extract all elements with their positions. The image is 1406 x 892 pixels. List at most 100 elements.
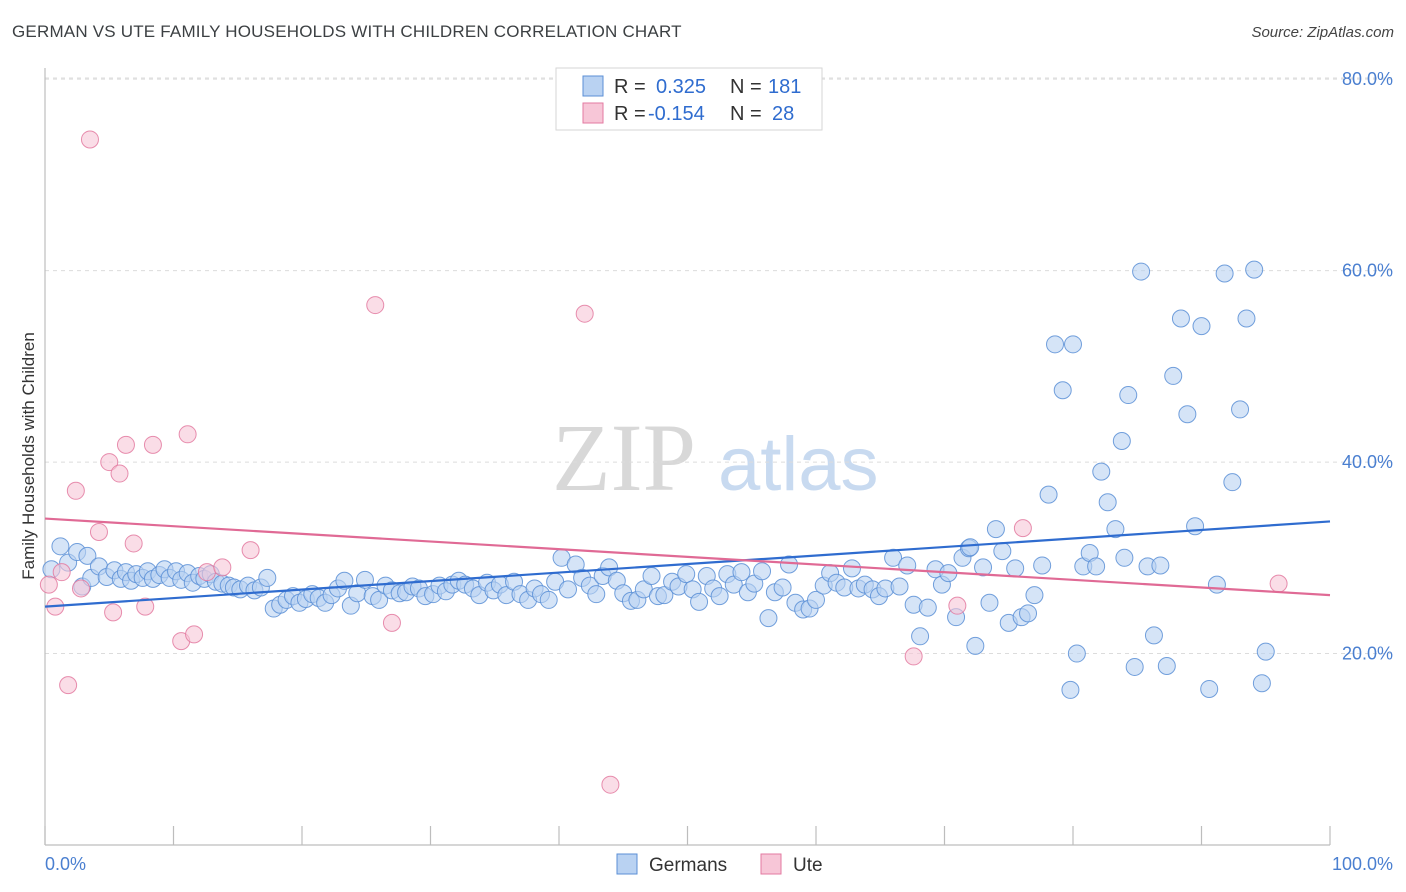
- point-ute: [71, 579, 90, 598]
- point-germans: [1207, 575, 1226, 594]
- point-germans: [1053, 381, 1072, 400]
- point-germans: [1006, 559, 1025, 578]
- legend-swatch-ute: [582, 102, 604, 124]
- point-germans: [558, 580, 577, 599]
- point-germans: [1087, 557, 1106, 576]
- y-axis-label: Family Households with Children: [19, 332, 38, 580]
- point-germans: [1106, 520, 1125, 539]
- point-ute: [136, 597, 155, 616]
- point-germans: [980, 593, 999, 612]
- point-ute: [382, 613, 401, 632]
- point-ute: [213, 558, 232, 577]
- trendline-germans: [44, 520, 1331, 608]
- point-germans: [600, 558, 619, 577]
- point-germans: [1046, 335, 1065, 354]
- legend-ute-r-value: -0.154: [648, 103, 705, 125]
- point-ute: [575, 304, 594, 323]
- watermark-zip: ZIP: [552, 404, 696, 511]
- point-germans: [1178, 405, 1197, 424]
- point-germans: [911, 627, 930, 646]
- y-tick-label: 20.0%: [1342, 644, 1393, 664]
- y-tick-label: 60.0%: [1342, 261, 1393, 281]
- point-germans: [1237, 309, 1256, 328]
- legend-ute-n-label: N =: [730, 103, 762, 125]
- point-ute: [904, 647, 923, 666]
- point-ute: [185, 625, 204, 644]
- point-ute: [100, 453, 119, 472]
- point-germans: [842, 559, 861, 578]
- legend-bottom: Germans Ute: [616, 853, 823, 876]
- point-germans: [1164, 366, 1183, 385]
- point-ute: [104, 603, 123, 622]
- point-germans: [335, 571, 354, 590]
- point-germans: [1033, 556, 1052, 575]
- point-germans: [1112, 432, 1131, 451]
- point-germans: [78, 546, 97, 565]
- point-germans: [773, 578, 792, 597]
- point-ute: [89, 522, 108, 541]
- point-germans: [961, 538, 980, 557]
- point-ute: [52, 563, 71, 582]
- point-germans: [1039, 485, 1058, 504]
- point-germans: [1067, 644, 1086, 663]
- x-tick-label: 100.0%: [1332, 854, 1393, 874]
- point-germans: [974, 558, 993, 577]
- point-germans: [1200, 679, 1219, 698]
- x-tick-label: 0.0%: [45, 854, 86, 874]
- point-germans: [807, 590, 825, 609]
- axis-labels: 20.0% 40.0% 60.0% 80.0% 0.0% 100.0%: [45, 69, 1393, 874]
- point-germans: [966, 636, 985, 655]
- legend-ute-r-label: R =: [614, 103, 646, 125]
- chart-title: GERMAN VS UTE FAMILY HOUSEHOLDS WITH CHI…: [12, 22, 682, 41]
- point-germans: [1144, 626, 1163, 645]
- legend-ute-n-value: 28: [772, 103, 794, 125]
- point-germans: [1186, 517, 1205, 536]
- point-germans: [1132, 262, 1151, 281]
- point-ute: [124, 534, 143, 553]
- point-ute: [366, 296, 385, 315]
- point-ute: [1013, 519, 1032, 538]
- point-germans: [1157, 656, 1176, 675]
- trendline-ute: [44, 517, 1331, 597]
- point-ute: [59, 676, 78, 695]
- point-germans: [1061, 680, 1080, 699]
- point-germans: [993, 542, 1012, 561]
- point-germans: [1192, 317, 1211, 336]
- watermark-atlas: atlas: [718, 422, 879, 507]
- point-germans: [690, 592, 709, 611]
- legend-germans-n-value: 181: [768, 76, 801, 98]
- axes: [44, 68, 1331, 846]
- chart-source: Source: ZipAtlas.com: [1251, 24, 1394, 41]
- y-tick-label: 80.0%: [1342, 69, 1393, 89]
- point-germans: [1119, 386, 1138, 405]
- point-germans: [587, 585, 606, 604]
- point-germans: [1151, 556, 1170, 575]
- point-germans: [759, 609, 778, 628]
- point-germans: [890, 577, 909, 596]
- point-germans: [710, 587, 729, 606]
- point-germans: [1019, 604, 1038, 623]
- point-ute: [1269, 574, 1288, 593]
- legend-bottom-swatch-ute: [760, 853, 782, 875]
- point-germans: [1215, 264, 1234, 283]
- point-germans: [732, 563, 751, 582]
- point-ute: [197, 563, 216, 582]
- trend-lines: [44, 517, 1331, 608]
- point-germans: [1252, 674, 1271, 693]
- point-germans: [898, 556, 917, 575]
- point-ute: [241, 541, 260, 560]
- legend-bottom-germans: Germans: [649, 855, 727, 876]
- point-germans: [753, 562, 772, 581]
- point-ute: [116, 435, 135, 454]
- point-germans: [1025, 586, 1044, 605]
- point-ute: [80, 130, 99, 149]
- point-germans: [1256, 642, 1275, 661]
- legend-germans-n-label: N =: [730, 76, 762, 98]
- point-germans: [1231, 400, 1250, 419]
- point-germans: [1245, 260, 1264, 279]
- point-germans: [986, 520, 1005, 539]
- legend-bottom-ute: Ute: [793, 855, 823, 876]
- legend-top: R = 0.325 N = 181 R = -0.154 N = 28: [555, 67, 823, 131]
- point-germans: [677, 565, 696, 584]
- point-ute: [110, 464, 129, 483]
